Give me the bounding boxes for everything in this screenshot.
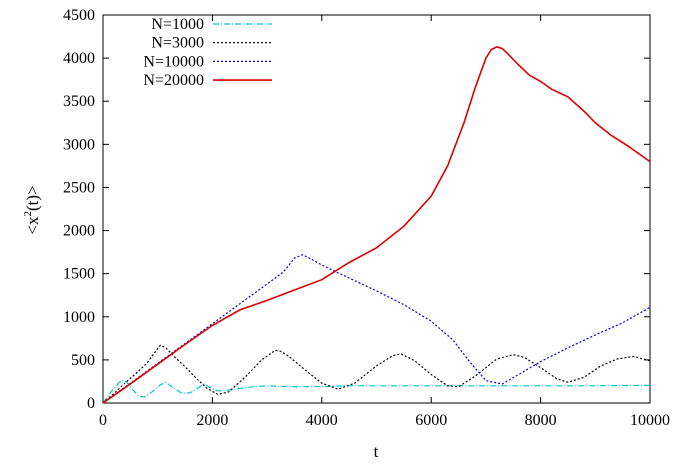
series-line-n-20000 (102, 46, 651, 404)
series-line-n-10000 (102, 254, 651, 404)
legend-label: N=20000 (143, 72, 204, 89)
x-tick-label: 8000 (525, 412, 557, 429)
x-tick-label: 4000 (306, 412, 338, 429)
legend-label: N=10000 (143, 53, 204, 70)
series-layer (102, 46, 651, 404)
x-tick-label: 6000 (415, 412, 447, 429)
x-axis-label: t (374, 442, 379, 461)
y-axis-label-rest: (t)> (23, 185, 42, 211)
legend-label: N=1000 (151, 16, 204, 33)
legend-label: N=3000 (151, 35, 204, 52)
x-tick-label: 2000 (196, 412, 228, 429)
y-axis-label-sup: 2 (22, 211, 34, 217)
y-tick-label: 2500 (63, 179, 95, 196)
y-axis-label-main: <x (23, 216, 42, 235)
x-tick-label: 0 (99, 412, 107, 429)
y-tick-label: 3500 (63, 93, 95, 110)
plot-frame (102, 14, 651, 404)
y-tick-label: 3000 (63, 136, 95, 153)
y-tick-label: 0 (87, 395, 95, 412)
y-tick-label: 2000 (63, 223, 95, 240)
y-tick-label: 4500 (63, 7, 95, 24)
x-tick-label: 10000 (630, 412, 670, 429)
axis-ticks: 0 2000 4000 6000 8000 10000 0 500 1000 1500 2000 25… (63, 7, 670, 429)
series-line-n-1000 (102, 378, 651, 404)
y-tick-label: 4000 (63, 50, 95, 67)
y-axis-label: <x2(t)> (22, 185, 42, 234)
series-line-n-3000 (102, 344, 651, 404)
y-tick-label: 1500 (63, 266, 95, 283)
y-tick-label: 500 (71, 352, 95, 369)
y-tick-label: 1000 (63, 309, 95, 326)
